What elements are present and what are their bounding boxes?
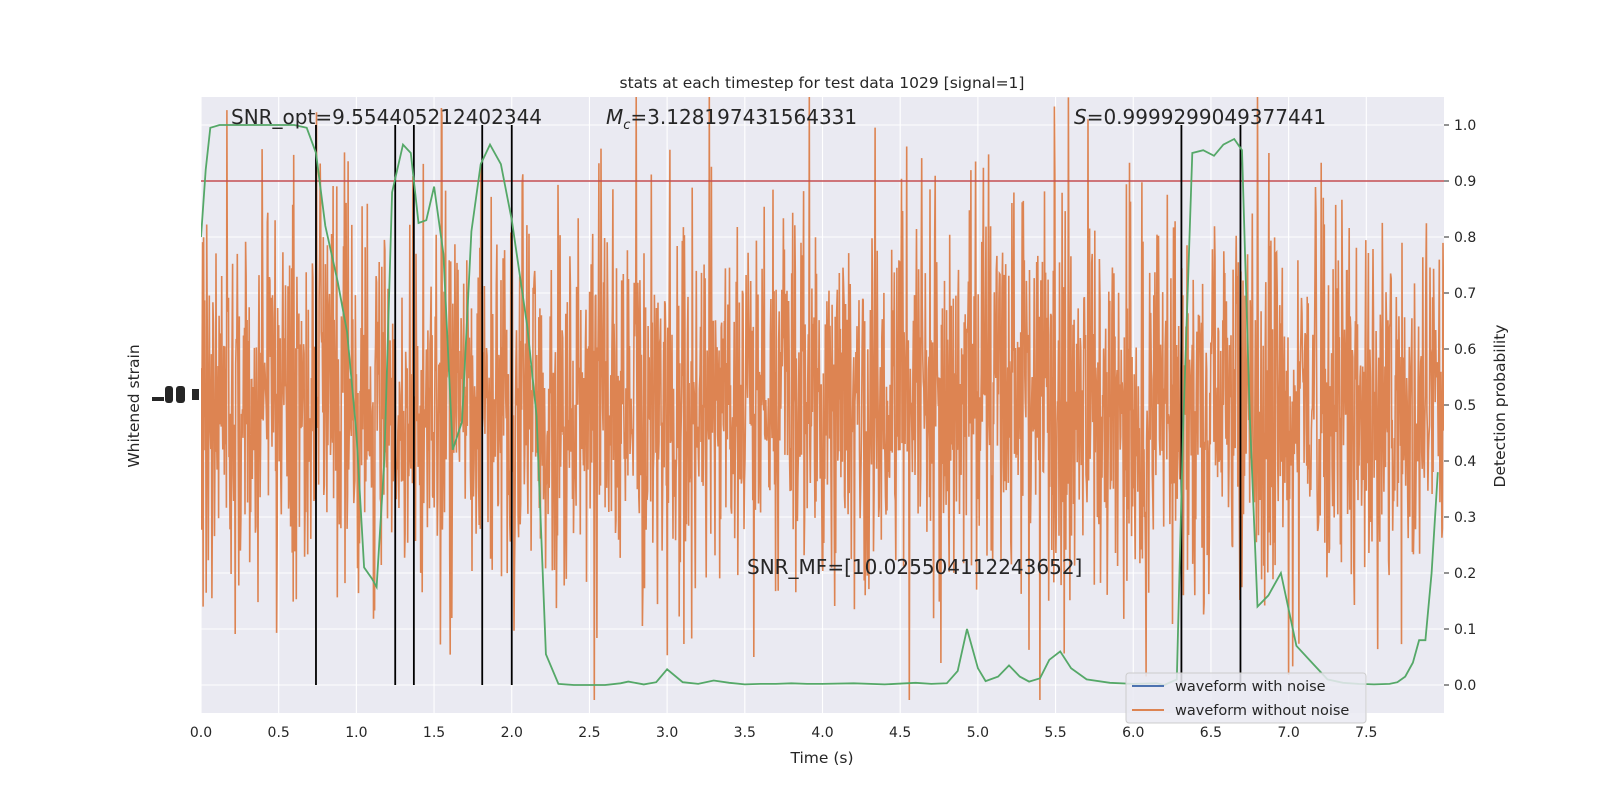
left-tick-mark-2 — [165, 386, 173, 403]
chirp-mass-subscript: c — [623, 118, 630, 133]
legend-box — [1125, 672, 1367, 724]
s-statistic-annotation: S=0.9999299049377441 — [1074, 105, 1326, 129]
s-statistic-value: =0.9999299049377441 — [1087, 105, 1326, 129]
y-tick-label: 0.2 — [1454, 566, 1476, 582]
x-tick-label: 5.5 — [1044, 725, 1066, 741]
x-tick-label: 3.5 — [734, 725, 756, 741]
plot-area — [201, 97, 1444, 701]
x-tick-label: 4.5 — [889, 725, 911, 741]
legend-label-waveform-without-noise: waveform without noise — [1175, 703, 1349, 719]
right-y-axis-ticks: 0.0 0.1 0.2 0.3 0.4 0.5 0.6 0.7 0.8 0.9 1.0 — [1444, 118, 1476, 694]
left-y-axis-tick-labels — [152, 386, 199, 403]
left-tick-mark-1 — [152, 397, 164, 401]
chirp-mass-annotation: Mc=3.128197431564331 — [606, 105, 857, 133]
x-tick-label: 6.5 — [1200, 725, 1222, 741]
legend: waveform with noise waveform without noi… — [1125, 672, 1367, 724]
waveform-without-noise-series — [201, 97, 1444, 701]
legend-label-waveform-with-noise: waveform with noise — [1175, 679, 1326, 695]
x-tick-label: 2.0 — [501, 725, 523, 741]
y-tick-label: 0.3 — [1454, 510, 1476, 526]
x-tick-label: 2.5 — [578, 725, 600, 741]
left-tick-mark-3 — [176, 386, 185, 403]
x-tick-label: 5.0 — [967, 725, 989, 741]
x-tick-label: 0.5 — [268, 725, 290, 741]
y-tick-label: 0.9 — [1454, 174, 1476, 190]
y-tick-label: 0.1 — [1454, 622, 1476, 638]
y-tick-label: 0.0 — [1454, 678, 1476, 694]
x-tick-label: 7.5 — [1355, 725, 1377, 741]
y-tick-label: 0.8 — [1454, 230, 1476, 246]
trigger-lines — [315, 125, 1242, 685]
right-y-axis-label: Detection probability — [1491, 325, 1509, 488]
x-axis-ticks: 0.0 0.5 1.0 1.5 2.0 2.5 3.0 3.5 4.0 4.5 5.0 5.5 6.0 6… — [190, 725, 1378, 741]
waveform-without-noise-path — [201, 97, 1444, 701]
chirp-mass-symbol: M — [606, 105, 623, 129]
x-tick-label: 4.0 — [811, 725, 833, 741]
x-tick-label: 3.0 — [656, 725, 678, 741]
chart-title: stats at each timestep for test data 102… — [620, 74, 1025, 92]
y-tick-label: 0.6 — [1454, 342, 1476, 358]
chirp-mass-value: =3.128197431564331 — [630, 105, 857, 129]
x-axis-label: Time (s) — [789, 749, 853, 767]
left-y-axis-label: Whitened strain — [125, 344, 143, 467]
detection-probability-line — [201, 124, 1439, 686]
s-statistic-symbol: S — [1074, 105, 1087, 129]
left-tick-mark-4 — [192, 389, 199, 400]
x-tick-label: 0.0 — [190, 725, 212, 741]
y-tick-label: 1.0 — [1454, 118, 1476, 134]
x-tick-label: 1.5 — [423, 725, 445, 741]
x-tick-label: 1.0 — [345, 725, 367, 741]
y-tick-label: 0.7 — [1454, 286, 1476, 302]
snr-opt-annotation: SNR_opt=9.554405212402344 — [231, 105, 542, 129]
x-tick-label: 7.0 — [1277, 725, 1299, 741]
y-tick-label: 0.4 — [1454, 454, 1476, 470]
y-tick-label: 0.5 — [1454, 398, 1476, 414]
x-tick-label: 6.0 — [1122, 725, 1144, 741]
snr-mf-annotation: SNR_MF=[10.025504112243652] — [747, 555, 1082, 579]
